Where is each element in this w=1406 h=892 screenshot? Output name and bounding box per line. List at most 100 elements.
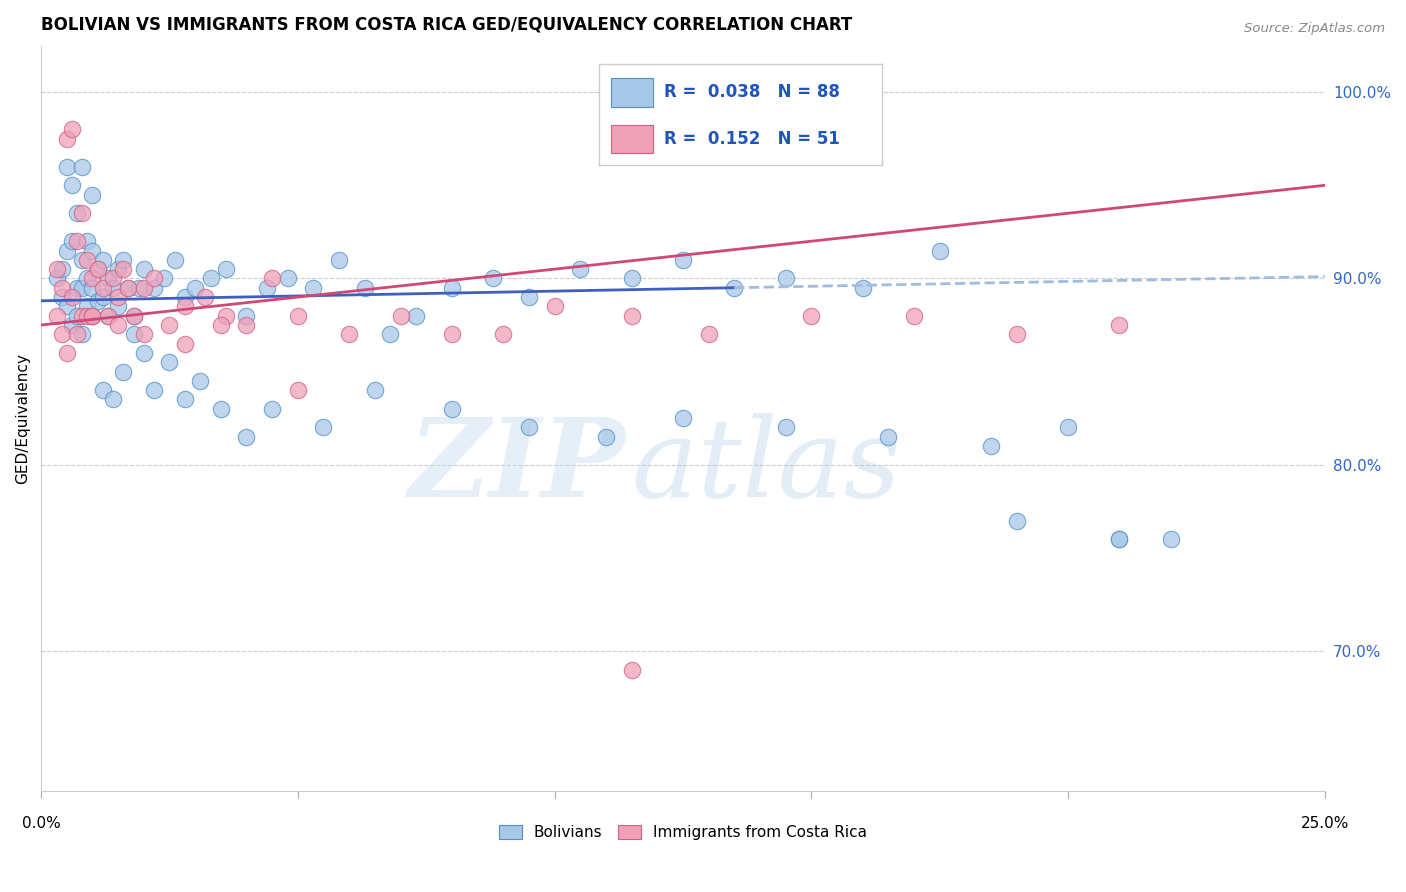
Point — [1057, 420, 1080, 434]
Legend: Bolivians, Immigrants from Costa Rica: Bolivians, Immigrants from Costa Rica — [492, 819, 873, 847]
Point — [76, 234, 98, 248]
Point — [91, 281, 114, 295]
Point — [256, 281, 278, 295]
Point — [60, 318, 83, 332]
Point — [51, 327, 73, 342]
Point — [1108, 532, 1130, 546]
Point — [51, 262, 73, 277]
Point — [620, 271, 643, 285]
Point — [235, 430, 257, 444]
Point — [215, 309, 238, 323]
Point — [200, 271, 222, 285]
Point — [112, 365, 135, 379]
Point — [153, 271, 176, 285]
Text: 25.0%: 25.0% — [1301, 815, 1348, 830]
Point — [1108, 318, 1130, 332]
Point — [184, 281, 207, 295]
Point — [60, 234, 83, 248]
Text: ZIP: ZIP — [409, 413, 626, 520]
Point — [364, 383, 387, 397]
Text: 0.0%: 0.0% — [21, 815, 60, 830]
Point — [517, 420, 540, 434]
Point — [86, 262, 108, 277]
Point — [97, 309, 120, 323]
Point — [132, 346, 155, 360]
Point — [91, 290, 114, 304]
Point — [132, 281, 155, 295]
Point — [697, 327, 720, 342]
Point — [173, 392, 195, 407]
Point — [209, 318, 232, 332]
Point — [173, 336, 195, 351]
Point — [775, 420, 797, 434]
Point — [517, 290, 540, 304]
Point — [482, 271, 505, 285]
Point — [55, 346, 77, 360]
Point — [492, 327, 515, 342]
Point — [337, 327, 360, 342]
Point — [82, 271, 104, 285]
Point — [159, 355, 181, 369]
Point — [91, 252, 114, 267]
Point — [122, 309, 145, 323]
Point — [82, 281, 104, 295]
Point — [312, 420, 335, 434]
Point — [262, 401, 284, 416]
Point — [235, 318, 257, 332]
Point — [287, 383, 309, 397]
Point — [620, 663, 643, 677]
Point — [852, 281, 875, 295]
Point — [405, 309, 427, 323]
Point — [277, 271, 299, 285]
Point — [440, 401, 463, 416]
Point — [800, 309, 823, 323]
Point — [672, 252, 695, 267]
Point — [45, 262, 67, 277]
Point — [97, 309, 120, 323]
Text: BOLIVIAN VS IMMIGRANTS FROM COSTA RICA GED/EQUIVALENCY CORRELATION CHART: BOLIVIAN VS IMMIGRANTS FROM COSTA RICA G… — [41, 15, 852, 33]
Point — [723, 281, 745, 295]
Point — [82, 309, 104, 323]
Point — [112, 252, 135, 267]
Point — [70, 281, 93, 295]
Point — [980, 439, 1002, 453]
Point — [91, 383, 114, 397]
Point — [122, 327, 145, 342]
Point — [76, 252, 98, 267]
Point — [70, 252, 93, 267]
Point — [215, 262, 238, 277]
Point — [60, 290, 83, 304]
Point — [569, 262, 592, 277]
Text: atlas: atlas — [631, 413, 901, 520]
Point — [877, 430, 900, 444]
Point — [1160, 532, 1182, 546]
Point — [117, 281, 139, 295]
Point — [45, 271, 67, 285]
Point — [55, 160, 77, 174]
Point — [928, 244, 950, 258]
Point — [132, 262, 155, 277]
Point — [70, 327, 93, 342]
Point — [328, 252, 350, 267]
Point — [51, 290, 73, 304]
Point — [173, 290, 195, 304]
Point — [287, 309, 309, 323]
Point — [76, 271, 98, 285]
Point — [143, 271, 166, 285]
Point — [107, 318, 129, 332]
Point — [70, 206, 93, 220]
Point — [132, 327, 155, 342]
Point — [51, 281, 73, 295]
Point — [101, 392, 124, 407]
Point — [70, 309, 93, 323]
Point — [194, 290, 217, 304]
Point — [66, 327, 89, 342]
Point — [55, 299, 77, 313]
Point — [173, 299, 195, 313]
Point — [122, 309, 145, 323]
Point — [117, 281, 139, 295]
Point — [1108, 532, 1130, 546]
Point — [672, 411, 695, 425]
Point — [1005, 327, 1028, 342]
Point — [620, 309, 643, 323]
